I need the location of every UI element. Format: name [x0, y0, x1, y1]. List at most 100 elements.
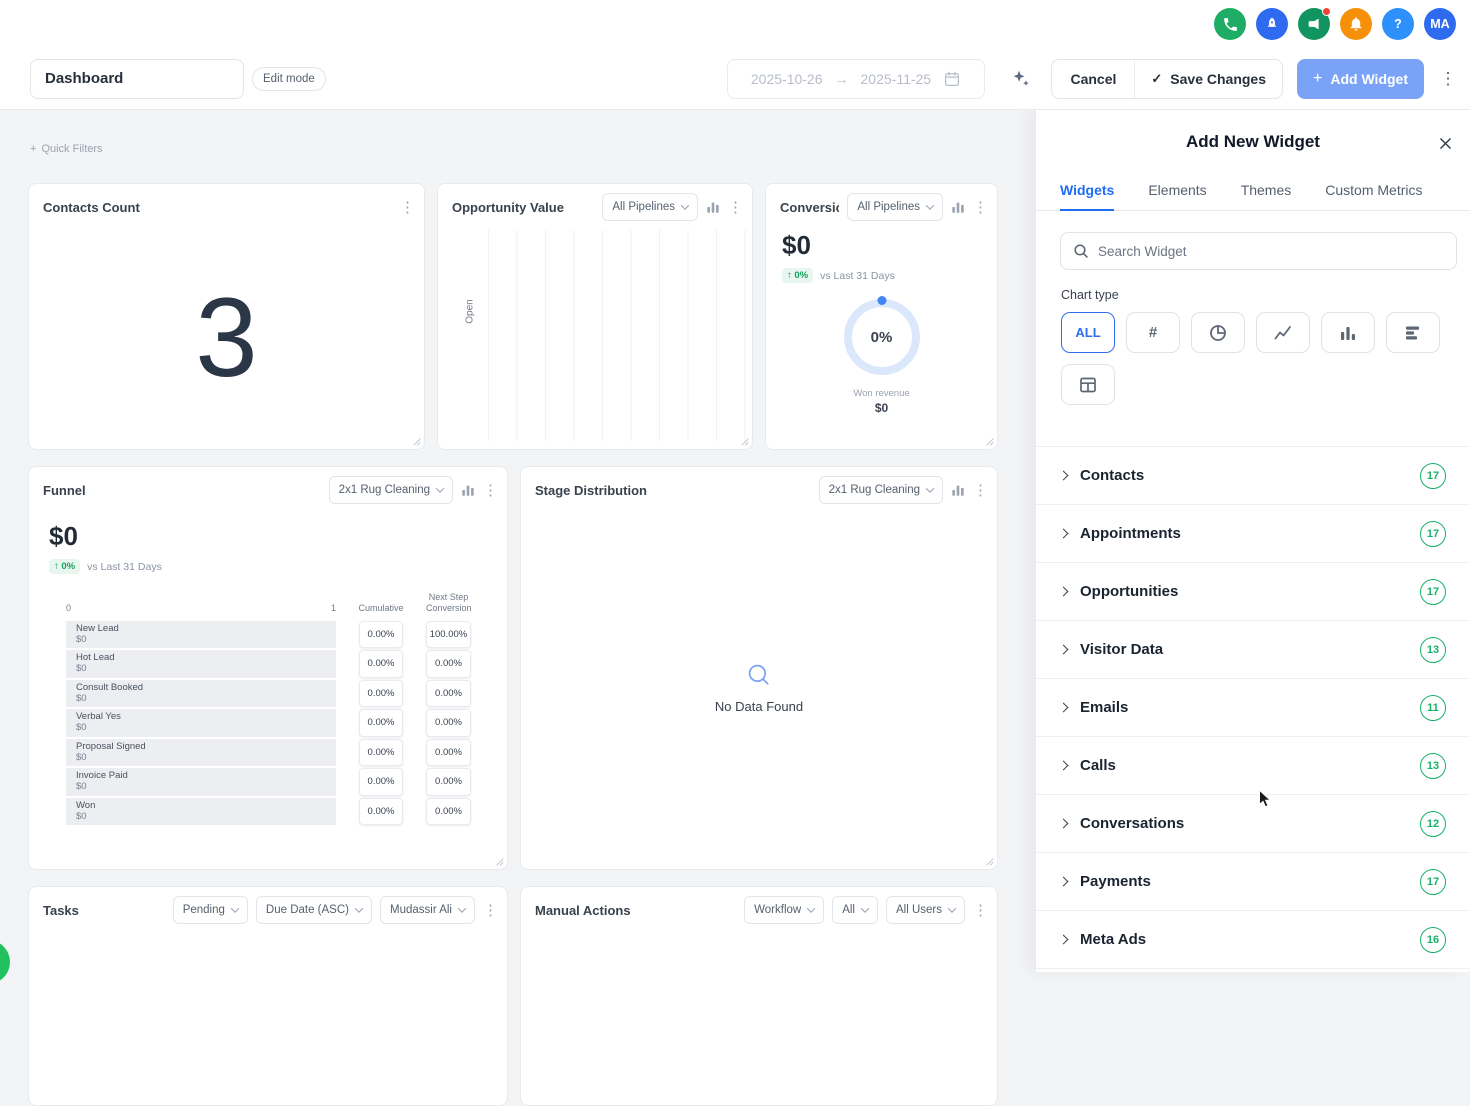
- chart-type-switch-button[interactable]: [461, 483, 475, 497]
- help-button[interactable]: ?: [1382, 8, 1414, 40]
- chevron-right-icon: [1058, 586, 1069, 597]
- category-emails[interactable]: Emails 11: [1036, 679, 1470, 737]
- chart-type-table-button[interactable]: [1061, 364, 1115, 405]
- category-opportunities[interactable]: Opportunities 17: [1036, 563, 1470, 621]
- category-count-badge: 13: [1420, 752, 1446, 779]
- toolbar-kebab-menu[interactable]: ⋮: [1439, 69, 1457, 88]
- opportunity-value-widget: Opportunity Value All Pipelines ⋮ Open: [437, 183, 753, 450]
- chat-bubble[interactable]: [0, 940, 10, 984]
- funnel-stage-bar[interactable]: New Lead $0: [66, 620, 336, 649]
- empty-bar-chart: [488, 230, 746, 441]
- stage-value: $0: [76, 663, 87, 675]
- cancel-button[interactable]: Cancel: [1052, 60, 1136, 98]
- chevron-down-icon: [230, 904, 240, 913]
- chart-type-icon: [952, 202, 964, 213]
- chevron-right-icon: [1058, 644, 1069, 655]
- chart-type-line-button[interactable]: [1256, 312, 1310, 353]
- funnel-stage-bar[interactable]: Consult Booked $0: [66, 679, 336, 708]
- sort-filter-value: Due Date (ASC): [265, 904, 349, 916]
- funnel-row: Invoice Paid $0 0.00% 0.00%: [66, 768, 507, 796]
- kebab-menu-icon[interactable]: ⋮: [483, 482, 498, 499]
- chevron-down-icon: [860, 904, 870, 913]
- category-payments[interactable]: Payments 17: [1036, 853, 1470, 911]
- avatar[interactable]: MA: [1424, 8, 1456, 40]
- chart-type-switch-button[interactable]: [951, 483, 965, 497]
- assignee-filter-select[interactable]: Mudassir Ali: [380, 896, 475, 924]
- pipeline-select[interactable]: All Pipelines: [847, 193, 943, 221]
- widget-title: Manual Actions: [535, 902, 631, 918]
- funnel-stage-bar[interactable]: Hot Lead $0: [66, 650, 336, 678]
- funnel-row: New Lead $0 0.00% 100.00%: [66, 620, 507, 649]
- chart-type-column-button[interactable]: [1321, 312, 1375, 353]
- chart-type-all-button[interactable]: ALL: [1061, 312, 1115, 353]
- chevron-right-icon: [1058, 702, 1069, 713]
- tab-themes[interactable]: Themes: [1241, 182, 1292, 211]
- rocket-button[interactable]: [1256, 8, 1288, 40]
- empty-state: No Data Found: [521, 662, 997, 714]
- tab-widgets[interactable]: Widgets: [1060, 182, 1115, 211]
- funnel-row: Consult Booked $0 0.00% 0.00%: [66, 679, 507, 708]
- stage-label: Hot Lead: [76, 652, 115, 664]
- kebab-menu-icon[interactable]: ⋮: [973, 902, 988, 919]
- resize-handle[interactable]: [412, 437, 421, 446]
- category-meta-ads[interactable]: Meta Ads 16: [1036, 911, 1470, 969]
- category-conversations[interactable]: Conversations 12: [1036, 795, 1470, 853]
- chart-type-switch-button[interactable]: [706, 200, 720, 214]
- pipeline-select[interactable]: 2x1 Rug Cleaning: [818, 476, 943, 504]
- calendar-icon: [945, 71, 960, 86]
- kebab-menu-icon[interactable]: ⋮: [973, 482, 988, 499]
- user-filter-select[interactable]: All Users: [885, 896, 965, 924]
- funnel-stage-bar[interactable]: Proposal Signed $0: [66, 738, 336, 767]
- date-range-picker[interactable]: 2025-10-26 → 2025-11-25: [727, 59, 985, 99]
- search-input[interactable]: [1098, 243, 1444, 259]
- funnel-stage-bar[interactable]: Verbal Yes $0: [66, 709, 336, 737]
- next-step-cell: 0.00%: [426, 797, 471, 826]
- workflow-filter-select[interactable]: Workflow: [744, 896, 825, 924]
- kebab-menu-icon[interactable]: ⋮: [973, 199, 988, 216]
- resize-handle[interactable]: [495, 857, 504, 866]
- bell-button[interactable]: [1340, 8, 1372, 40]
- dashboard-select[interactable]: Dashboard: [30, 58, 244, 99]
- category-label: Opportunities: [1080, 583, 1179, 600]
- resize-handle[interactable]: [985, 857, 994, 866]
- chart-type-number-button[interactable]: #: [1126, 312, 1180, 353]
- kebab-menu-icon[interactable]: ⋮: [400, 199, 415, 216]
- widget-title: Contacts Count: [43, 199, 140, 215]
- chart-type-switch-button[interactable]: [951, 200, 965, 214]
- pipeline-select[interactable]: 2x1 Rug Cleaning: [328, 476, 453, 504]
- chevron-down-icon: [435, 484, 445, 493]
- close-panel-button[interactable]: [1435, 133, 1455, 153]
- kebab-menu-icon[interactable]: ⋮: [728, 199, 743, 216]
- category-calls[interactable]: Calls 13: [1036, 737, 1470, 795]
- pipeline-select-value: 2x1 Rug Cleaning: [828, 484, 920, 496]
- tab-elements[interactable]: Elements: [1148, 182, 1206, 211]
- user-filter-value: All Users: [895, 904, 942, 916]
- secondary-filter-select[interactable]: All: [832, 896, 878, 924]
- tab-custom-metrics[interactable]: Custom Metrics: [1325, 182, 1422, 211]
- megaphone-button[interactable]: [1298, 7, 1331, 40]
- chart-type-donut-button[interactable]: [1191, 312, 1245, 353]
- phone-button[interactable]: [1214, 8, 1246, 40]
- widget-title: Funnel: [43, 482, 86, 498]
- category-visitor-data[interactable]: Visitor Data 13: [1036, 621, 1470, 679]
- sort-filter-select[interactable]: Due Date (ASC): [255, 896, 372, 924]
- funnel-stage-bar[interactable]: Invoice Paid $0: [66, 768, 336, 796]
- stage-label: Verbal Yes: [76, 711, 121, 723]
- quick-filters-label: Quick Filters: [41, 143, 103, 155]
- pipeline-select-value: All Pipelines: [612, 201, 675, 213]
- trend-pill: ↑ 0%: [49, 559, 81, 574]
- chart-type-horizontal-bar-button[interactable]: [1386, 312, 1440, 353]
- ai-sparkle-button[interactable]: [1003, 62, 1037, 96]
- megaphone-icon: [1308, 18, 1319, 30]
- add-widget-button[interactable]: + Add Widget: [1297, 59, 1424, 99]
- category-contacts[interactable]: Contacts 17: [1036, 447, 1470, 505]
- category-appointments[interactable]: Appointments 17: [1036, 505, 1470, 563]
- resize-handle[interactable]: [740, 437, 749, 446]
- status-filter-select[interactable]: Pending: [172, 896, 248, 924]
- pipeline-select[interactable]: All Pipelines: [602, 193, 698, 221]
- funnel-stage-bar[interactable]: Won $0: [66, 797, 336, 826]
- kebab-menu-icon[interactable]: ⋮: [483, 902, 498, 919]
- resize-handle[interactable]: [985, 437, 994, 446]
- save-changes-button[interactable]: ✓ Save Changes: [1135, 60, 1282, 98]
- quick-filters-button[interactable]: + Quick Filters: [30, 143, 103, 155]
